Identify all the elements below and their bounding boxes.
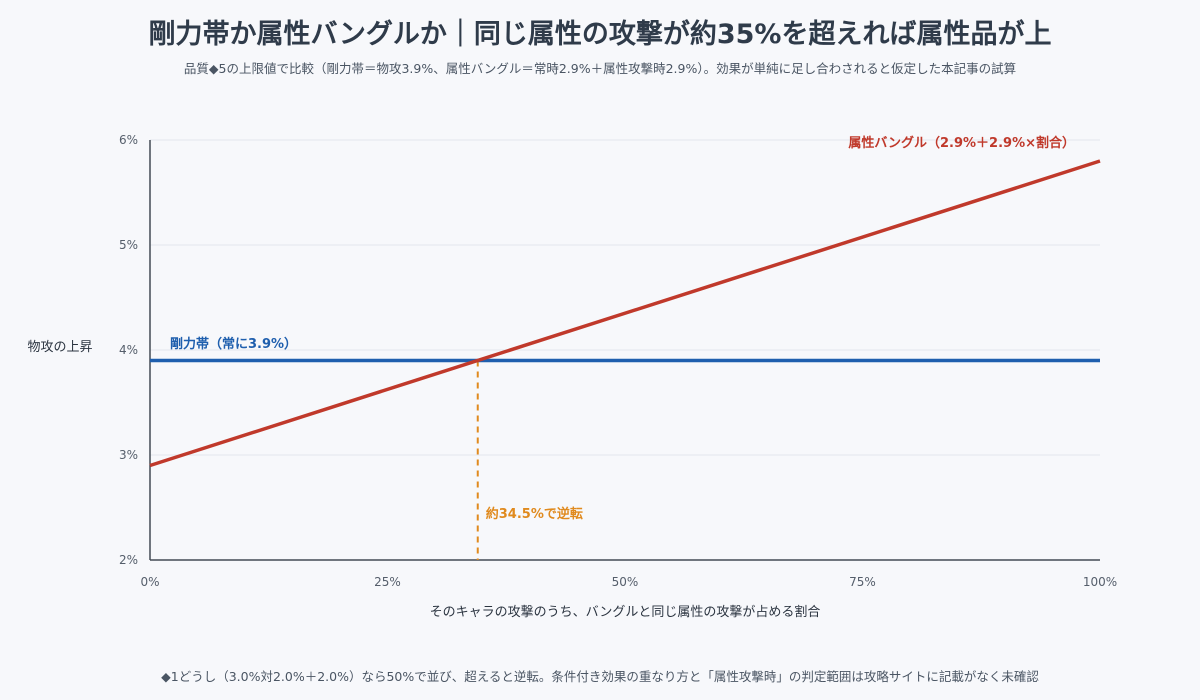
axes xyxy=(149,140,1100,561)
grid-lines xyxy=(150,139,1100,456)
x-tick-label: 75% xyxy=(849,575,876,589)
crossover-marker: 約34.5%で逆転 xyxy=(476,360,583,560)
series-line-bangle xyxy=(149,159,1101,468)
y-tick-label: 6% xyxy=(119,133,138,147)
x-tick-label: 50% xyxy=(612,575,639,589)
series-labels: 属性バングル（2.9%＋2.9%×割合） 剛力帯（常に3.9%） xyxy=(170,135,1075,352)
y-tick-label: 3% xyxy=(119,448,138,462)
crossover-label: 約34.5%で逆転 xyxy=(486,506,583,522)
chart-title: 剛力帯か属性バングルか｜同じ属性の攻撃が約35%を超えれば属性品が上 xyxy=(148,19,1052,50)
x-tick-label: 100% xyxy=(1083,575,1117,589)
x-tick-label: 25% xyxy=(374,575,401,589)
y-tick-label: 4% xyxy=(119,343,138,357)
chart-subtitle: 品質◆5の上限値で比較（剛力帯＝物攻3.9%、属性バングル＝常時2.9%＋属性攻… xyxy=(183,61,1017,76)
y-axis-label: 物攻の上昇 xyxy=(27,340,92,355)
y-tick-label: 5% xyxy=(119,238,138,252)
tick-labels: 2% 3% 4% 5% 6% 0% 25% 50% 75% 100% xyxy=(119,133,1117,589)
footnote: ◆1どうし（3.0%対2.0%＋2.0%）なら50%で並び、超えると逆転。条件付… xyxy=(161,669,1039,684)
series-label-belt: 剛力帯（常に3.9%） xyxy=(170,336,297,352)
x-axis-label: そのキャラの攻撃のうち、バングルと同じ属性の攻撃が占める割合 xyxy=(430,604,821,620)
y-tick-label: 2% xyxy=(119,553,138,567)
series-label-bangle: 属性バングル（2.9%＋2.9%×割合） xyxy=(848,135,1075,151)
x-tick-label: 0% xyxy=(140,575,159,589)
series-lines xyxy=(149,159,1101,468)
